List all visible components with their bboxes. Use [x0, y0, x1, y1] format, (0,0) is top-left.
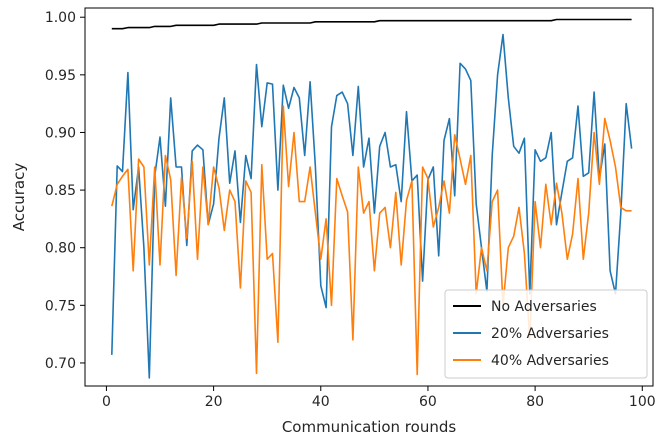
x-tick-label: 80	[526, 394, 544, 410]
legend-entry-40pct-adversaries: 40% Adversaries	[491, 353, 609, 369]
legend-entry-20pct-adversaries: 20% Adversaries	[491, 326, 609, 342]
y-tick-label: 0.90	[45, 125, 76, 141]
y-tick-label: 0.70	[45, 356, 76, 372]
y-tick-label: 0.75	[45, 298, 76, 314]
plot-lines	[111, 18, 633, 379]
x-tick-label: 100	[629, 394, 656, 410]
y-tick-label: 1.00	[45, 10, 76, 26]
x-tick-label: 0	[102, 394, 111, 410]
series-line-40pct-adversaries	[111, 105, 632, 376]
y-tick-label: 0.85	[45, 183, 76, 199]
y-tick-label: 0.80	[45, 241, 76, 257]
legend-entry-no-adversaries: No Adversaries	[491, 299, 597, 315]
series-line-no-adversaries	[111, 18, 632, 30]
y-tick-label: 0.95	[45, 68, 76, 84]
legend: No Adversaries 20% Adversaries 40% Adversa…	[444, 289, 648, 379]
y-axis-label: Accuracy	[10, 163, 28, 232]
x-axis-ticks: 0 20 40 60 80 100	[102, 386, 656, 410]
y-axis-ticks: 0.70 0.75 0.80 0.85 0.90 0.95 1.00	[45, 10, 85, 372]
x-tick-label: 20	[205, 394, 223, 410]
x-tick-label: 60	[419, 394, 437, 410]
plot-frame	[84, 7, 654, 387]
x-axis-label: Communication rounds	[282, 418, 457, 436]
series-line-20pct-adversaries	[111, 33, 633, 379]
legend-box	[444, 289, 648, 379]
x-tick-label: 40	[312, 394, 330, 410]
